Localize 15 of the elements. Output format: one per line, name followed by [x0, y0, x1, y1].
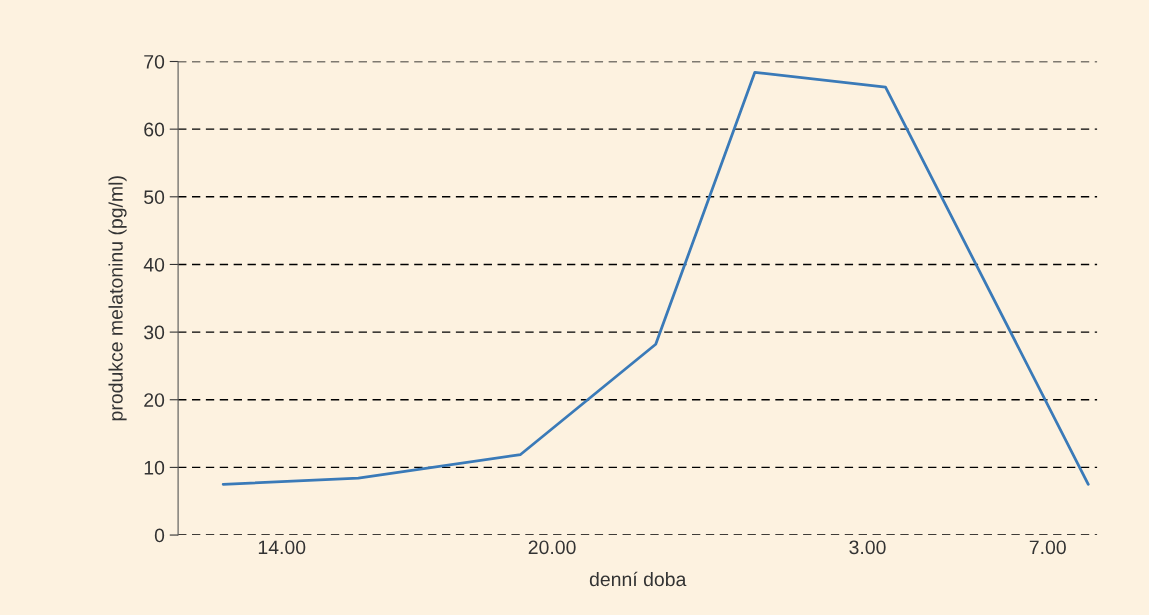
x-tick-label: 20.00	[528, 540, 576, 555]
y-tick-label: 20	[144, 393, 165, 407]
x-tick-label: 3.00	[849, 540, 886, 555]
y-tick-label: 30	[144, 325, 165, 340]
y-tick-label: 60	[144, 122, 165, 137]
y-tick-label: 40	[143, 257, 165, 272]
line-series	[221, 70, 1090, 486]
x-axis-title: denní doba	[589, 571, 687, 587]
y-tick-label: 70	[144, 54, 165, 69]
y-tick-label: 10	[144, 460, 165, 475]
y-tick-label: 50	[144, 190, 165, 205]
y-tick-label: 0	[154, 528, 165, 543]
y-axis-title: produkce melatoninu (pg/ml)	[108, 176, 127, 421]
x-tick-label: 14.00	[258, 540, 306, 555]
x-tick-label: 7.00	[1029, 540, 1066, 555]
